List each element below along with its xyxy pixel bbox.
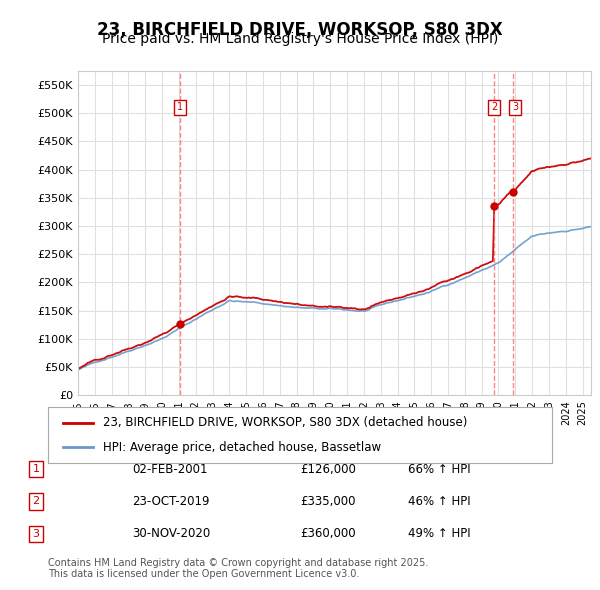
Text: £335,000: £335,000 [300,495,355,508]
Text: 23, BIRCHFIELD DRIVE, WORKSOP, S80 3DX (detached house): 23, BIRCHFIELD DRIVE, WORKSOP, S80 3DX (… [103,417,468,430]
Text: Price paid vs. HM Land Registry's House Price Index (HPI): Price paid vs. HM Land Registry's House … [102,32,498,47]
Text: 2: 2 [32,497,40,506]
Text: 23-OCT-2019: 23-OCT-2019 [132,495,209,508]
Text: 02-FEB-2001: 02-FEB-2001 [132,463,208,476]
Text: 49% ↑ HPI: 49% ↑ HPI [408,527,470,540]
Text: 30-NOV-2020: 30-NOV-2020 [132,527,210,540]
Text: HPI: Average price, detached house, Bassetlaw: HPI: Average price, detached house, Bass… [103,441,382,454]
Text: 1: 1 [32,464,40,474]
Text: 46% ↑ HPI: 46% ↑ HPI [408,495,470,508]
Text: 1: 1 [177,103,184,113]
Text: £126,000: £126,000 [300,463,356,476]
Text: 3: 3 [32,529,40,539]
Text: 23, BIRCHFIELD DRIVE, WORKSOP, S80 3DX: 23, BIRCHFIELD DRIVE, WORKSOP, S80 3DX [97,21,503,39]
Text: 2: 2 [491,103,497,113]
Text: £360,000: £360,000 [300,527,356,540]
Text: 3: 3 [512,103,518,113]
Text: Contains HM Land Registry data © Crown copyright and database right 2025.
This d: Contains HM Land Registry data © Crown c… [48,558,428,579]
Text: 66% ↑ HPI: 66% ↑ HPI [408,463,470,476]
